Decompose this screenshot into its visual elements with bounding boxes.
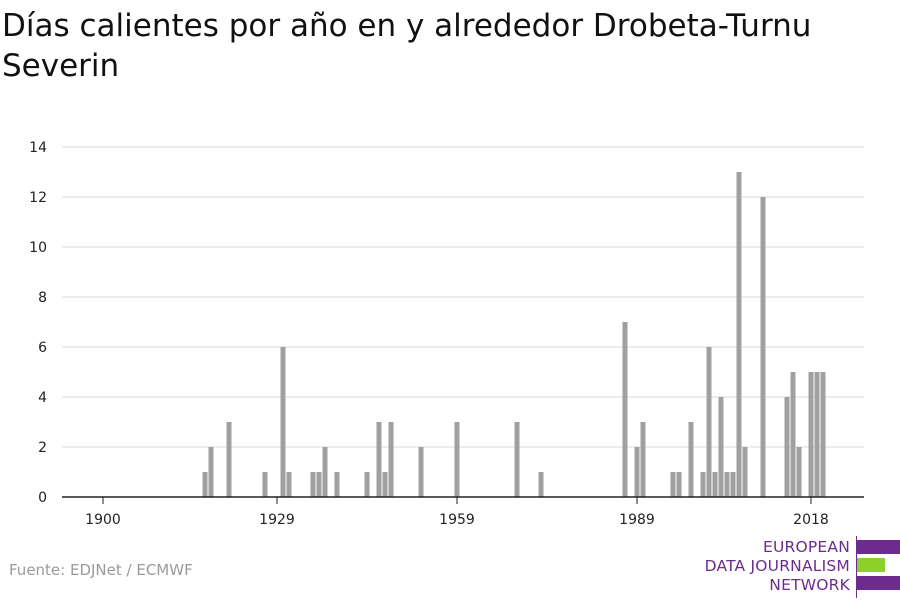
bar[interactable] bbox=[760, 197, 766, 497]
bar[interactable] bbox=[670, 472, 676, 497]
y-tick-label: 4 bbox=[38, 390, 47, 406]
logo-text: EUROPEAN DATA JOURNALISM NETWORK bbox=[705, 538, 850, 595]
bar[interactable] bbox=[262, 472, 268, 497]
bar[interactable] bbox=[454, 422, 460, 497]
bar[interactable] bbox=[790, 372, 796, 497]
y-tick-label: 12 bbox=[29, 190, 47, 206]
y-axis-ticks: 0 2 4 6 8 10 12 14 bbox=[29, 140, 47, 506]
logo-bar-bottom bbox=[857, 576, 900, 590]
bar[interactable] bbox=[382, 472, 388, 497]
bars bbox=[202, 172, 826, 497]
y-tick-label: 10 bbox=[29, 240, 47, 256]
bar[interactable] bbox=[742, 447, 748, 497]
bar[interactable] bbox=[622, 322, 628, 497]
bar[interactable] bbox=[712, 472, 718, 497]
bar[interactable] bbox=[784, 397, 790, 497]
bar[interactable] bbox=[718, 397, 724, 497]
chart-title: Días calientes por año en y alrededor Dr… bbox=[2, 8, 812, 84]
logo-divider bbox=[856, 536, 857, 598]
bar[interactable] bbox=[700, 472, 706, 497]
bar[interactable] bbox=[730, 472, 736, 497]
edjnet-logo[interactable]: EUROPEAN DATA JOURNALISM NETWORK bbox=[700, 536, 900, 598]
x-tick-label: 1929 bbox=[259, 512, 295, 528]
gridlines bbox=[62, 146, 864, 448]
bar[interactable] bbox=[796, 447, 802, 497]
bar[interactable] bbox=[514, 422, 520, 497]
y-tick-label: 8 bbox=[38, 290, 47, 306]
x-axis-ticks: 1900 1929 1959 1989 2018 bbox=[85, 497, 829, 528]
bar[interactable] bbox=[688, 422, 694, 497]
x-tick-label: 1900 bbox=[85, 512, 121, 528]
source-note: Fuente: EDJNet / ECMWF bbox=[9, 561, 193, 579]
bar[interactable] bbox=[322, 447, 328, 497]
bar[interactable] bbox=[538, 472, 544, 497]
y-tick-label: 2 bbox=[38, 440, 47, 456]
bar[interactable] bbox=[316, 472, 322, 497]
bar[interactable] bbox=[634, 447, 640, 497]
y-tick-label: 0 bbox=[38, 490, 47, 506]
logo-line-1: EUROPEAN bbox=[762, 538, 850, 556]
bar[interactable] bbox=[676, 472, 682, 497]
bar[interactable] bbox=[418, 447, 424, 497]
bar[interactable] bbox=[640, 422, 646, 497]
x-tick-label: 2018 bbox=[793, 512, 829, 528]
x-tick-label: 1959 bbox=[439, 512, 475, 528]
logo-line-2: DATA JOURNALISM bbox=[704, 557, 850, 575]
bar[interactable] bbox=[202, 472, 208, 497]
bar[interactable] bbox=[310, 472, 316, 497]
bar[interactable] bbox=[388, 422, 394, 497]
bar[interactable] bbox=[724, 472, 730, 497]
bar[interactable] bbox=[820, 372, 826, 497]
bar[interactable] bbox=[736, 172, 742, 497]
bar[interactable] bbox=[280, 347, 286, 497]
y-tick-label: 14 bbox=[29, 140, 47, 156]
bar[interactable] bbox=[376, 422, 382, 497]
x-tick-label: 1989 bbox=[619, 512, 655, 528]
bar[interactable] bbox=[808, 372, 814, 497]
logo-bar-top bbox=[857, 540, 900, 554]
bar[interactable] bbox=[814, 372, 820, 497]
bar[interactable] bbox=[226, 422, 232, 497]
bar[interactable] bbox=[334, 472, 340, 497]
bar[interactable] bbox=[286, 472, 292, 497]
bar[interactable] bbox=[208, 447, 214, 497]
logo-bar-middle bbox=[857, 558, 885, 572]
logo-line-3: NETWORK bbox=[769, 576, 850, 594]
bar[interactable] bbox=[364, 472, 370, 497]
bar[interactable] bbox=[706, 347, 712, 497]
y-tick-label: 6 bbox=[38, 340, 47, 356]
